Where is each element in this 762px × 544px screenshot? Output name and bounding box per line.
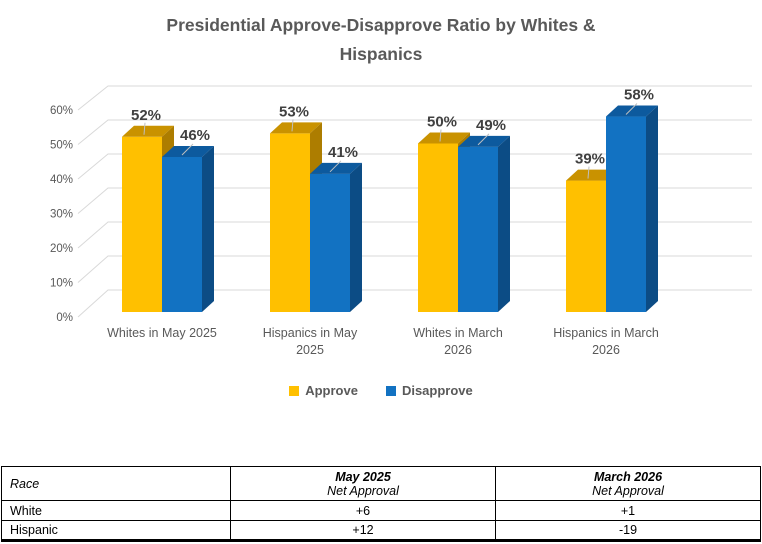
bar-disapprove-2-front bbox=[458, 146, 498, 312]
value-label-disapprove-2: 49% bbox=[476, 117, 506, 134]
legend-label-approve: Approve bbox=[305, 383, 358, 398]
hispanic-march-2026-net: -19 bbox=[495, 520, 761, 542]
category-label-0: Whites in May 2025 bbox=[107, 326, 217, 340]
table-header-march-2026-subtitle: Net Approval bbox=[592, 483, 664, 498]
bar-disapprove-0-side bbox=[202, 145, 214, 312]
gridline bbox=[77, 187, 752, 214]
bar-disapprove-1-side bbox=[350, 162, 362, 312]
bar-disapprove-2-side bbox=[498, 135, 510, 312]
bar-disapprove-1-top bbox=[310, 162, 362, 174]
label-leader-line bbox=[291, 119, 294, 132]
category-label-1: Hispanics in May 2025 bbox=[263, 326, 358, 357]
legend-swatch-approve bbox=[289, 385, 300, 396]
bar-approve-2-front bbox=[418, 143, 458, 312]
y-axis-tick-label: 20% bbox=[50, 243, 73, 255]
bar-approve-2-top bbox=[418, 132, 470, 144]
table-row-white: White +6 +1 bbox=[1, 500, 761, 521]
white-march-2026-net: +1 bbox=[495, 500, 761, 521]
legend-item-disapprove: Disapprove bbox=[385, 383, 473, 398]
bar-disapprove-2-top bbox=[458, 135, 510, 147]
legend-item-approve: Approve bbox=[289, 383, 358, 398]
bar-disapprove-3-front bbox=[606, 116, 646, 312]
value-label-approve-2: 50% bbox=[427, 114, 457, 131]
y-axis-tick-label: 60% bbox=[50, 105, 73, 117]
value-label-disapprove-0: 46% bbox=[180, 127, 210, 144]
race-cell-white: White bbox=[1, 500, 231, 521]
table-header-march-2026: March 2026 Net Approval bbox=[495, 466, 761, 501]
y-axis-tick-label: 0% bbox=[56, 312, 73, 324]
table-header-row: Race May 2025 Net Approval March 2026 Ne… bbox=[1, 466, 761, 501]
y-axis-tick-label: 30% bbox=[50, 209, 73, 221]
bar-disapprove-3-top bbox=[606, 105, 658, 117]
table-row-hispanic: Hispanic +12 -19 bbox=[1, 520, 761, 542]
value-label-disapprove-3: 58% bbox=[624, 87, 654, 104]
table-header-race: Race bbox=[1, 466, 231, 501]
white-may-2025-net: +6 bbox=[230, 500, 496, 521]
label-leader-line bbox=[143, 122, 146, 135]
legend-swatch-disapprove bbox=[385, 385, 396, 396]
gridline bbox=[77, 85, 752, 111]
label-leader-line bbox=[587, 166, 590, 179]
value-label-approve-3: 39% bbox=[575, 151, 605, 168]
hispanic-may-2025-net: +12 bbox=[230, 520, 496, 542]
net-approval-table: Race May 2025 Net Approval March 2026 Ne… bbox=[1, 466, 761, 542]
label-leader-line bbox=[329, 160, 342, 173]
chart-legend: Approve Disapprove bbox=[0, 383, 762, 398]
label-leader-line bbox=[181, 143, 194, 156]
bar-disapprove-0-front bbox=[162, 156, 202, 312]
label-leader-line bbox=[439, 129, 442, 142]
bar-approve-1-front bbox=[270, 133, 310, 312]
category-label-3: Hispanics in March 2026 bbox=[553, 326, 659, 357]
bar-approve-0-front bbox=[122, 136, 162, 312]
bar-approve-0-top bbox=[122, 125, 174, 137]
gridline bbox=[77, 221, 752, 249]
bar-disapprove-1-front bbox=[310, 173, 350, 312]
gridline bbox=[77, 153, 752, 180]
value-label-approve-0: 52% bbox=[131, 107, 161, 124]
value-label-disapprove-1: 41% bbox=[328, 144, 358, 161]
bar-disapprove-3-side bbox=[646, 105, 658, 312]
category-label-2: Whites in March 2026 bbox=[413, 326, 503, 357]
value-label-approve-1: 53% bbox=[279, 103, 309, 120]
legend-label-disapprove: Disapprove bbox=[401, 383, 473, 398]
y-axis-tick-label: 40% bbox=[50, 174, 73, 186]
label-leader-line bbox=[477, 133, 490, 146]
bar-approve-1-top bbox=[270, 122, 322, 134]
bar-disapprove-0-top bbox=[162, 145, 214, 157]
y-axis-tick-label: 10% bbox=[50, 278, 73, 290]
gridline bbox=[77, 119, 752, 145]
gridline bbox=[77, 255, 752, 283]
table-header-may-2025-title: May 2025 bbox=[335, 469, 391, 484]
y-axis-tick-label: 50% bbox=[50, 140, 73, 152]
label-leader-line bbox=[625, 103, 638, 115]
race-cell-hispanic: Hispanic bbox=[1, 520, 231, 542]
bar-approve-3-front bbox=[566, 180, 606, 312]
gridline bbox=[77, 289, 752, 318]
table-header-may-2025: May 2025 Net Approval bbox=[230, 466, 496, 501]
bar-approve-3-top bbox=[566, 169, 618, 181]
bar-chart-3d: 0% 10% 20% 30% 40% 50% 60% 52% 46% 53% 41% 50% 49% 39… bbox=[50, 85, 752, 357]
table-header-march-2026-title: March 2026 bbox=[593, 469, 663, 484]
chart-title: Presidential Approve-Disapprove Ratio by… bbox=[166, 15, 596, 64]
table-header-may-2025-subtitle: Net Approval bbox=[327, 483, 399, 498]
